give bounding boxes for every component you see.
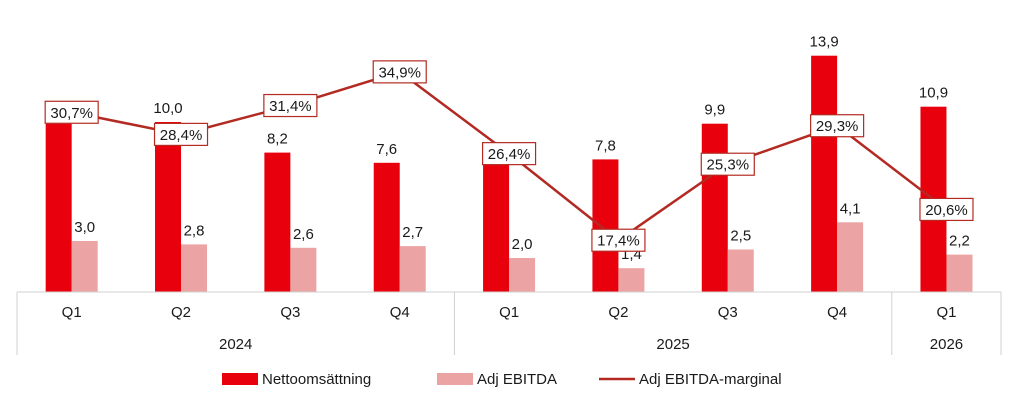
bar-adj-ebitda [71,241,98,292]
quarter-tick-label: Q1 [499,304,519,321]
bar-nettoomsattning [373,162,400,292]
data-label-adj-ebitda-marginal: 31,4% [263,93,318,118]
data-label-adj-ebitda-marginal: 34,9% [372,60,427,84]
quarter-tick-label: Q2 [171,304,191,321]
data-label-adj-ebitda: 2,8 [184,222,205,239]
quarter-tick-label: Q3 [280,304,300,321]
data-label-adj-ebitda: 2,0 [512,236,533,253]
bar-adj-ebitda [399,246,426,292]
svg-text:29,3%: 29,3% [816,118,859,135]
bar-adj-ebitda [181,244,208,292]
svg-text:20,6%: 20,6% [925,202,968,219]
legend-item: Nettoomsättning [222,371,371,388]
quarter-tick-label: Q4 [390,304,410,321]
bar-nettoomsattning [264,152,291,292]
svg-text:30,7%: 30,7% [50,105,93,122]
data-label-adj-ebitda: 3,0 [74,219,95,236]
data-label-adj-ebitda-marginal: 28,4% [153,122,209,146]
bar-adj-ebitda [618,268,645,292]
bar-adj-ebitda [946,254,973,292]
legend-item: Adj EBITDA-marginal [599,371,782,388]
bar-nettoomsattning [811,55,838,293]
bar-nettoomsattning [155,122,182,292]
svg-text:Adj EBITDA: Adj EBITDA [477,371,557,388]
quarter-tick-label: Q3 [718,304,738,321]
bar-adj-ebitda [837,222,864,292]
bar-adj-ebitda [290,247,317,292]
bar-adj-ebitda [509,258,536,292]
quarter-tick-label: Q4 [827,304,847,321]
bar-nettoomsattning [592,159,619,292]
bar-nettoomsattning [483,162,510,292]
data-label-adj-ebitda-marginal: 26,4% [481,142,537,166]
svg-text:26,4%: 26,4% [488,146,531,163]
data-label-nettoomsattning: 9,9 [704,102,725,119]
data-label-adj-ebitda: 2,5 [730,228,751,245]
legend: Nettoomsättning Adj EBITDA Adj EBITDA-marg… [222,371,782,388]
data-label-adj-ebitda: 2,7 [402,224,423,241]
category-axis: 2024 2025 2026 Q1 Q2 Q3 Q4 Q1 Q2 Q3 Q4 Q1 [16,291,1002,355]
data-label-adj-ebitda-marginal: 30,7% [44,100,99,124]
quarter-tick-label: Q2 [608,304,628,321]
svg-text:28,4%: 28,4% [160,127,203,144]
data-label-adj-ebitda-marginal: 25,3% [700,152,755,176]
data-label-nettoomsattning: 10,9 [919,85,948,102]
data-label-adj-ebitda-marginal: 20,6% [919,197,974,222]
quarter-tick-label: Q1 [62,304,82,321]
data-label-nettoomsattning: 10,0 [153,100,182,117]
bars-layer [45,55,973,293]
svg-text:17,4%: 17,4% [597,233,640,250]
svg-text:31,4%: 31,4% [269,98,312,115]
data-label-adj-ebitda: 2,2 [949,233,970,250]
year-label: 2024 [219,336,252,353]
data-label-nettoomsattning: 7,6 [376,141,397,158]
bar-nettoomsattning [45,123,72,292]
value-labels-layer: 9,93,010,02,88,22,67,62,77,62,07,81,49,9… [44,34,974,263]
data-label-adj-ebitda: 4,1 [840,200,861,217]
data-label-adj-ebitda-marginal: 17,4% [591,228,646,252]
svg-text:Adj EBITDA-marginal: Adj EBITDA-marginal [639,371,782,388]
bar-nettoomsattning [701,123,728,292]
legend-item: Adj EBITDA [437,371,557,388]
quarter-tick-label: Q1 [936,304,956,321]
data-label-adj-ebitda: 2,6 [293,226,314,243]
svg-text:34,9%: 34,9% [378,64,421,81]
svg-text:25,3%: 25,3% [707,157,750,174]
year-label: 2026 [930,336,963,353]
year-label: 2025 [656,336,689,353]
data-label-adj-ebitda-marginal: 29,3% [810,114,865,138]
data-label-nettoomsattning: 7,8 [595,137,616,154]
data-label-nettoomsattning: 13,9 [810,34,839,51]
data-label-nettoomsattning: 8,2 [267,131,288,148]
svg-text:Nettoomsättning: Nettoomsättning [262,371,371,388]
bar-adj-ebitda [727,249,754,292]
